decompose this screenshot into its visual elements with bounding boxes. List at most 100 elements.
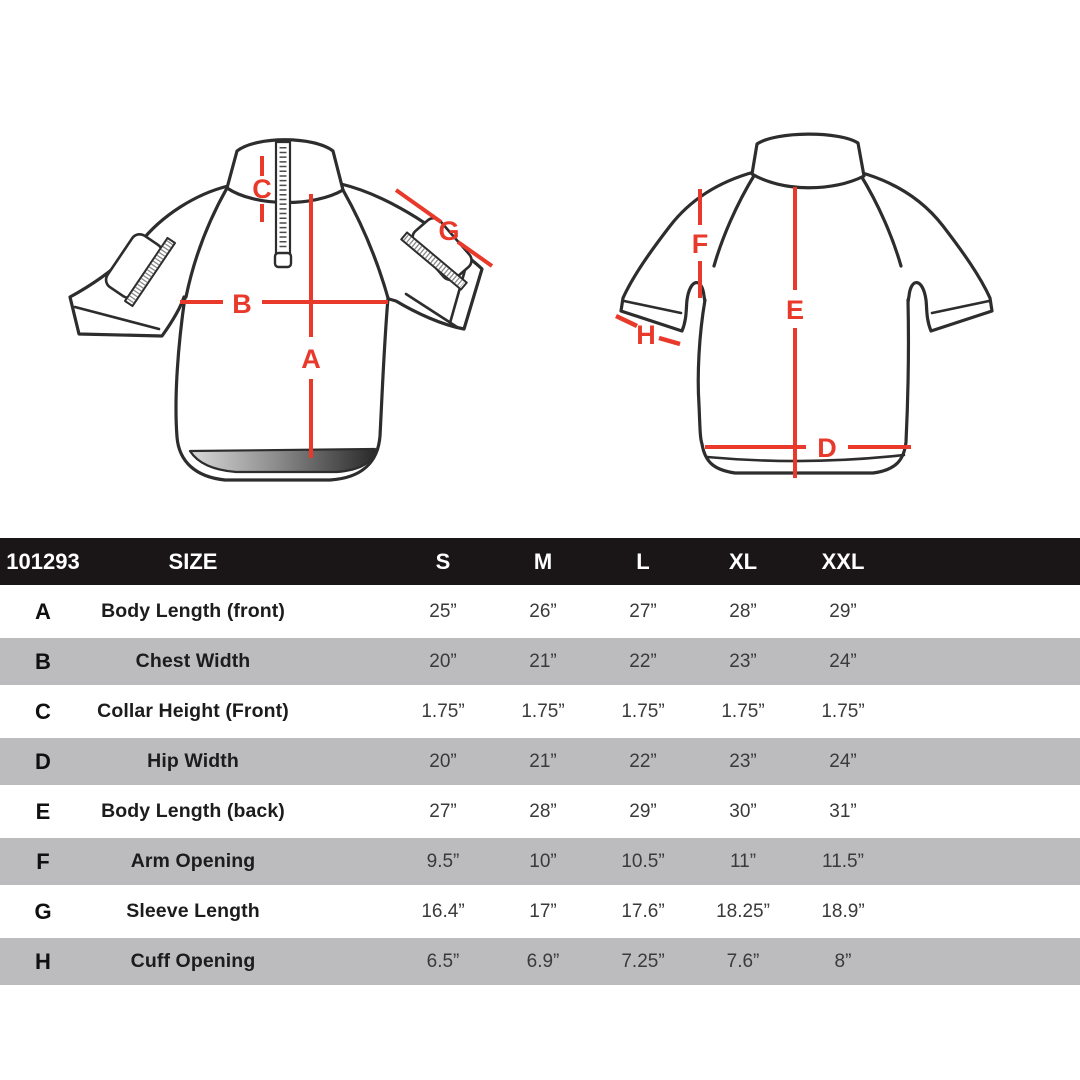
table-row-f: F Arm Opening 9.5” 10” 10.5” 11” 11.5” xyxy=(0,838,1080,885)
cell-value: 20” xyxy=(429,751,457,772)
table-row-e: E Body Length (back) 27” 28” 29” 30” 31” xyxy=(0,788,1080,835)
col-header-xl: XL xyxy=(728,548,758,574)
back-body xyxy=(696,298,910,475)
table-row-h: H Cuff Opening 6.5” 6.9” 7.25” 7.6” 8” xyxy=(0,938,1080,985)
back-left-cuff-band xyxy=(622,299,683,315)
table-row-a: A Body Length (front) 25” 26” 27” 28” 29… xyxy=(0,588,1080,635)
measure-label-h: H xyxy=(636,320,656,350)
measure-label-f: F xyxy=(692,229,709,259)
row-key: F xyxy=(36,848,50,874)
back-right-cuff-band xyxy=(930,299,991,315)
back-right-raglan-seam xyxy=(858,172,903,268)
cell-value: 17.6” xyxy=(621,901,665,922)
back-collar xyxy=(750,132,866,190)
measure-label-c: C xyxy=(252,174,272,204)
cell-value: 18.9” xyxy=(821,901,865,922)
cell-value: 30” xyxy=(729,801,757,822)
table-row-b: B Chest Width 20” 21” 22” 23” 24” xyxy=(0,638,1080,685)
cell-value: 7.25” xyxy=(621,951,665,972)
cell-value: 28” xyxy=(529,801,557,822)
table-row-c: C Collar Height (Front) 1.75” 1.75” 1.75… xyxy=(0,688,1080,735)
col-header-m: M xyxy=(533,548,553,574)
cell-value: 24” xyxy=(829,751,857,772)
row-label: Chest Width xyxy=(135,649,251,672)
measure-label-d: D xyxy=(817,433,837,463)
back-hem-fold xyxy=(705,453,906,463)
cell-value: 1.75” xyxy=(721,701,765,722)
cell-value: 27” xyxy=(629,601,657,622)
front-left-cuff-band xyxy=(73,305,161,331)
cell-value: 6.9” xyxy=(526,951,560,972)
cell-value: 9.5” xyxy=(426,851,460,872)
cell-value: 26” xyxy=(529,601,557,622)
measure-line-h xyxy=(615,313,681,347)
cell-value: 7.6” xyxy=(726,951,760,972)
cell-value: 28” xyxy=(729,601,757,622)
front-hem-band xyxy=(188,447,377,474)
cell-value: 21” xyxy=(529,751,557,772)
row-key: D xyxy=(35,748,51,774)
front-right-sleeve xyxy=(339,182,484,331)
front-shirt-drawing xyxy=(68,138,484,482)
front-right-pen-slot xyxy=(400,231,468,291)
front-right-cuff-band xyxy=(448,261,469,325)
front-measure-lines xyxy=(180,156,494,458)
measure-label-b: B xyxy=(232,289,252,319)
cell-value: 25” xyxy=(429,601,457,622)
cell-value: 17” xyxy=(529,901,557,922)
measure-label-a: A xyxy=(301,344,321,374)
cell-value: 31” xyxy=(829,801,857,822)
measure-label-e: E xyxy=(786,295,804,325)
row-key: H xyxy=(35,948,51,974)
table-row-d: D Hip Width 20” 21” 22” 23” 24” xyxy=(0,738,1080,785)
cell-value: 22” xyxy=(629,751,657,772)
cell-value: 29” xyxy=(629,801,657,822)
cell-value: 11” xyxy=(729,851,757,872)
front-left-sleeve xyxy=(68,184,230,338)
row-key: A xyxy=(35,598,51,624)
col-header-l: L xyxy=(636,548,650,574)
table-row-g: G Sleeve Length 16.4” 17” 17.6” 18.25” 1… xyxy=(0,888,1080,935)
size-table: 101293 SIZE S M L XL XXL A Body Length (… xyxy=(0,538,1080,988)
product-code: 101293 xyxy=(6,548,80,574)
col-header-xxl: XXL xyxy=(821,548,865,574)
cell-value: 18.25” xyxy=(716,901,770,922)
row-key: E xyxy=(35,798,51,824)
size-header-label: SIZE xyxy=(168,548,218,574)
row-label: Sleeve Length xyxy=(126,899,260,922)
col-header-s: S xyxy=(435,548,451,574)
measure-label-g: G xyxy=(438,216,459,246)
cell-value: 23” xyxy=(729,751,757,772)
front-left-raglan-seam xyxy=(184,186,229,299)
cell-value: 10” xyxy=(529,851,557,872)
cell-value: 21” xyxy=(529,651,557,672)
zipper-pull xyxy=(273,251,293,269)
back-measure-lines xyxy=(615,187,911,478)
shirt-measurement-diagram: C A B G xyxy=(68,132,994,482)
row-key: G xyxy=(34,898,52,924)
cell-value: 1.75” xyxy=(821,701,865,722)
row-label: Collar Height (Front) xyxy=(97,699,289,722)
measure-line-g xyxy=(394,188,494,268)
front-right-raglan-seam xyxy=(341,188,390,300)
back-left-sleeve xyxy=(619,170,756,333)
cell-value: 1.75” xyxy=(521,701,565,722)
front-left-pen-slot xyxy=(124,236,176,308)
back-right-sleeve xyxy=(857,170,994,333)
size-table-body: A Body Length (front) 25” 26” 27” 28” 29… xyxy=(0,588,1080,985)
cell-value: 24” xyxy=(829,651,857,672)
cell-value: 16.4” xyxy=(421,901,465,922)
row-label: Body Length (front) xyxy=(101,599,285,622)
row-label: Body Length (back) xyxy=(101,799,285,822)
size-table-header: 101293 SIZE S M L XL XXL xyxy=(0,538,1080,585)
cell-value: 1.75” xyxy=(421,701,465,722)
cell-value: 8” xyxy=(834,951,852,972)
row-label: Hip Width xyxy=(147,749,239,772)
front-body xyxy=(174,295,390,482)
back-shirt-drawing xyxy=(619,132,994,475)
cell-value: 20” xyxy=(429,651,457,672)
cell-value: 6.5” xyxy=(426,951,460,972)
cell-value: 27” xyxy=(429,801,457,822)
cell-value: 1.75” xyxy=(621,701,665,722)
